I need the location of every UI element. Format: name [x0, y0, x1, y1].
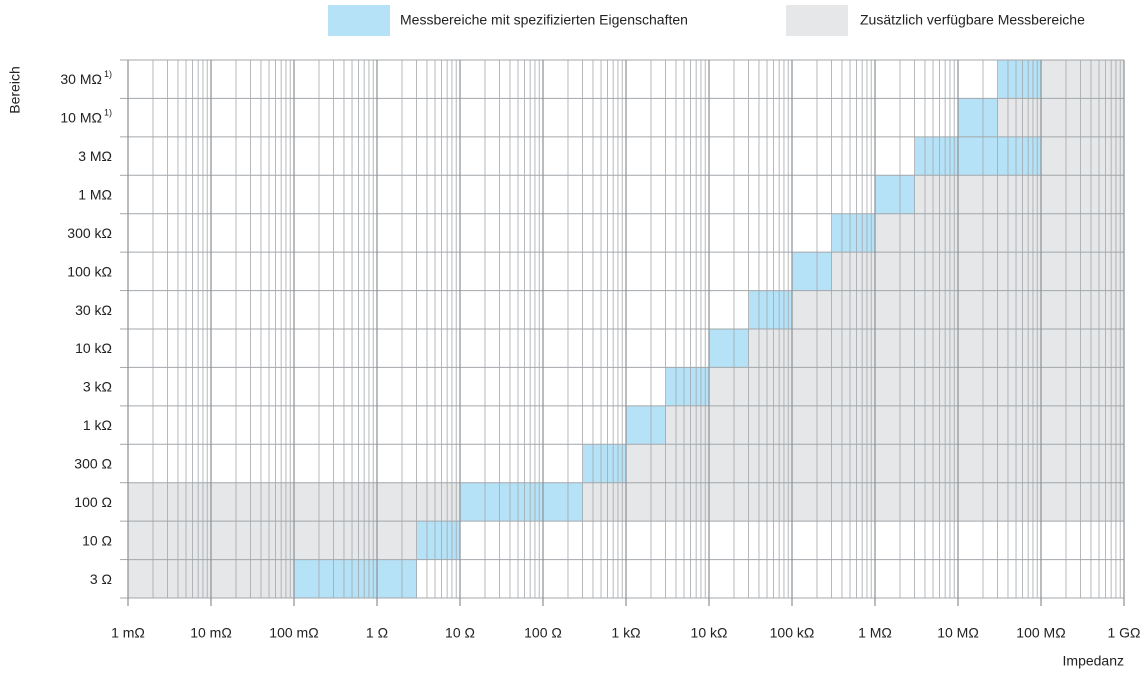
- row-label: 10 MΩ 1): [60, 108, 112, 125]
- x-tick-label: 100 Ω: [524, 625, 562, 641]
- row-label: 3 MΩ: [78, 148, 112, 164]
- additional-range: [709, 367, 1124, 406]
- row-label-text: 1 kΩ: [83, 417, 112, 433]
- row-label: 300 kΩ: [67, 225, 112, 241]
- row-label-text: 100 Ω: [74, 494, 112, 510]
- x-tick-label: 10 kΩ: [691, 625, 728, 641]
- legend-label: Zusätzlich verfügbare Messbereiche: [860, 12, 1085, 28]
- row-label-text: 30 kΩ: [75, 301, 112, 317]
- row-label-text: 30 MΩ: [60, 71, 102, 87]
- legend-swatch-additional: [786, 5, 848, 36]
- specified-range: [460, 482, 583, 522]
- specified-range: [748, 290, 792, 329]
- x-tick-label: 1 MΩ: [858, 625, 892, 641]
- row-label-note: 1): [104, 108, 112, 118]
- row-label: 10 Ω: [82, 532, 112, 548]
- legend-label: Messbereiche mit spezifizierten Eigensch…: [400, 12, 688, 28]
- x-tick-label: 1 kΩ: [611, 625, 640, 641]
- row-label-text: 1 MΩ: [78, 186, 112, 202]
- row-label: 100 kΩ: [67, 263, 112, 279]
- specified-range: [416, 521, 460, 560]
- x-tick-label: 100 MΩ: [1016, 625, 1065, 641]
- additional-range: [1041, 60, 1124, 99]
- y-axis-label: Bereich: [7, 66, 23, 113]
- row-label: 10 kΩ: [75, 340, 112, 356]
- row-label-text: 10 Ω: [82, 532, 112, 548]
- row-label: 100 Ω: [74, 494, 112, 510]
- row-label-text: 300 kΩ: [67, 225, 112, 241]
- specified-range: [997, 60, 1041, 99]
- row-label-text: 100 kΩ: [67, 263, 112, 279]
- row-label: 3 Ω: [90, 570, 112, 586]
- additional-range: [875, 213, 1124, 253]
- additional-range: [997, 98, 1124, 137]
- row-label: 30 MΩ 1): [60, 70, 112, 87]
- row-label: 30 kΩ: [75, 301, 112, 317]
- x-tick-label: 1 GΩ: [1107, 625, 1140, 641]
- row-label-text: 3 MΩ: [78, 148, 112, 164]
- specified-range: [958, 98, 998, 137]
- additional-range: [665, 405, 1124, 445]
- x-tick-label: 100 mΩ: [269, 625, 318, 641]
- specified-range: [831, 213, 875, 253]
- additional-range: [582, 482, 1124, 522]
- row-label: 300 Ω: [74, 455, 112, 471]
- x-tick-label: 100 kΩ: [770, 625, 815, 641]
- x-axis-label: Impedanz: [1063, 653, 1124, 669]
- specified-range: [665, 367, 709, 406]
- additional-range: [831, 252, 1124, 291]
- row-label-note: 1): [104, 70, 112, 80]
- specified-range: [626, 405, 666, 445]
- additional-range: [128, 521, 417, 560]
- additional-range: [914, 175, 1124, 214]
- row-label-text: 300 Ω: [74, 455, 112, 471]
- row-label: 1 kΩ: [83, 417, 112, 433]
- specified-range: [582, 444, 626, 483]
- specified-range: [792, 252, 832, 291]
- x-tick-label: 1 mΩ: [111, 625, 145, 641]
- additional-range: [748, 329, 1124, 368]
- specified-range: [875, 175, 915, 214]
- x-tick-label: 10 Ω: [445, 625, 475, 641]
- specified-range: [709, 329, 749, 368]
- x-tick-label: 10 MΩ: [937, 625, 979, 641]
- row-label-text: 10 kΩ: [75, 340, 112, 356]
- row-label: 1 MΩ: [78, 186, 112, 202]
- specified-range: [914, 136, 1041, 176]
- row-label-text: 10 MΩ: [60, 109, 102, 125]
- additional-range: [1041, 136, 1124, 176]
- x-tick-label: 1 Ω: [366, 625, 388, 641]
- row-label-text: 3 Ω: [90, 570, 112, 586]
- specified-range: [294, 559, 417, 598]
- legend-swatch-specified: [328, 5, 390, 36]
- x-tick-label: 10 mΩ: [190, 625, 232, 641]
- row-label: 3 kΩ: [83, 378, 112, 394]
- row-label-text: 3 kΩ: [83, 378, 112, 394]
